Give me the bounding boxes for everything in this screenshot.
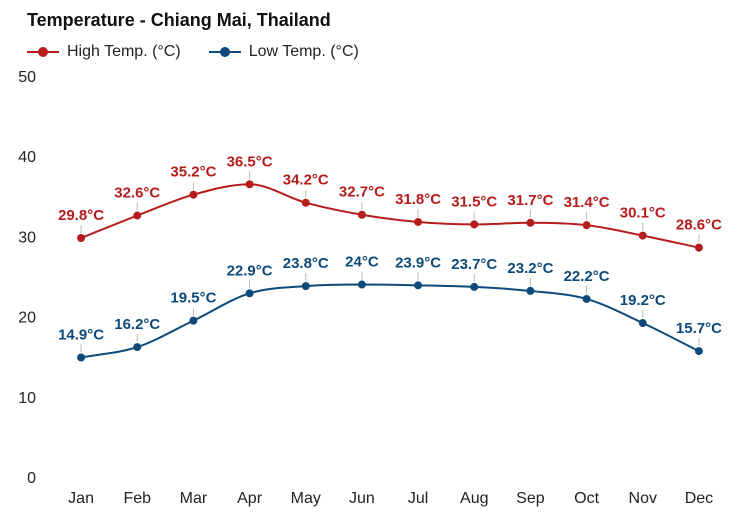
legend-item-low[interactable]: Low Temp. (°C) (208, 43, 359, 61)
high-temp-point (245, 180, 254, 189)
high-temp-data-label: 29.8°C (58, 207, 104, 224)
high-temp-point (582, 221, 591, 230)
low-temp-data-label: 24°C (345, 254, 379, 271)
low-temp-point (77, 353, 86, 362)
x-tick-label: Apr (237, 490, 263, 507)
legend-swatch-high (27, 46, 59, 58)
high-temp-data-label: 32.7°C (339, 184, 385, 201)
high-temp-point (189, 190, 198, 199)
high-temp-data-label: 31.5°C (451, 193, 497, 210)
high-temp-data-label: 30.1°C (620, 205, 666, 222)
high-temp-point (470, 220, 479, 229)
high-temp-data-label: 34.2°C (283, 172, 329, 189)
high-temp-data-label: 32.6°C (114, 185, 160, 202)
low-temp-data-label: 22.2°C (564, 268, 610, 285)
low-temp-point (189, 316, 198, 325)
high-temp-point (77, 234, 86, 243)
low-temp-data-label: 14.9°C (58, 327, 104, 344)
low-temp-data-label: 16.2°C (114, 316, 160, 333)
low-temp-point (638, 319, 647, 328)
low-temp-point (245, 289, 254, 298)
low-temp-point (414, 281, 423, 290)
high-temp-point (414, 217, 423, 226)
y-tick-label: 50 (18, 69, 36, 86)
legend-label-low: Low Temp. (°C) (248, 43, 359, 60)
legend-item-high[interactable]: High Temp. (°C) (27, 43, 181, 61)
x-tick-label: Sep (516, 490, 545, 507)
low-temp-data-label: 19.5°C (170, 290, 216, 307)
y-tick-label: 20 (18, 310, 36, 327)
low-temp-data-label: 15.7°C (676, 320, 722, 337)
high-temp-point (133, 211, 142, 220)
x-tick-label: Jan (68, 490, 94, 507)
high-temp-data-label: 35.2°C (170, 164, 216, 181)
chart-legend: High Temp. (°C) Low Temp. (°C) (27, 41, 387, 63)
high-temp-point (638, 231, 647, 240)
low-temp-data-label: 23.2°C (507, 260, 553, 277)
x-tick-label: Oct (574, 490, 599, 507)
high-temp-data-label: 31.8°C (395, 191, 441, 208)
y-tick-label: 40 (18, 149, 36, 166)
high-temp-data-label: 31.7°C (507, 192, 553, 209)
low-temp-line (80, 283, 700, 359)
low-temp-point (357, 280, 366, 289)
low-temp-data-label: 19.2°C (620, 292, 666, 309)
high-temp-point (526, 218, 535, 227)
low-temp-data-label: 23.8°C (283, 255, 329, 272)
low-temp-point (133, 343, 142, 352)
y-tick-label: 0 (27, 470, 36, 487)
high-temp-point (301, 198, 310, 207)
x-tick-label: Aug (460, 490, 488, 507)
x-tick-label: Dec (685, 490, 713, 507)
y-tick-label: 10 (18, 390, 36, 407)
high-temp-data-label: 31.4°C (564, 194, 610, 211)
low-temp-point (582, 294, 591, 303)
low-temp-point (694, 347, 703, 356)
x-tick-label: Feb (123, 490, 151, 507)
low-temp-data-label: 22.9°C (227, 262, 273, 279)
low-temp-data-label: 23.9°C (395, 254, 441, 271)
low-temp-data-label: 23.7°C (451, 256, 497, 273)
x-tick-label: Jul (408, 490, 428, 507)
x-tick-label: Mar (180, 490, 208, 507)
high-temp-data-label: 28.6°C (676, 217, 722, 234)
high-temp-point (694, 243, 703, 252)
low-temp-point (301, 282, 310, 291)
low-temp-point (526, 286, 535, 295)
legend-label-high: High Temp. (°C) (67, 43, 181, 60)
high-temp-line (80, 183, 700, 249)
low-temp-point (470, 282, 479, 291)
high-temp-data-label: 36.5°C (227, 153, 273, 170)
x-tick-label: Jun (349, 490, 375, 507)
legend-swatch-low (208, 46, 241, 58)
x-tick-label: May (291, 490, 321, 507)
x-tick-label: Nov (629, 490, 657, 507)
high-temp-point (357, 210, 366, 219)
chart-title: Temperature - Chiang Mai, Thailand (27, 10, 331, 30)
y-tick-label: 30 (18, 229, 36, 246)
